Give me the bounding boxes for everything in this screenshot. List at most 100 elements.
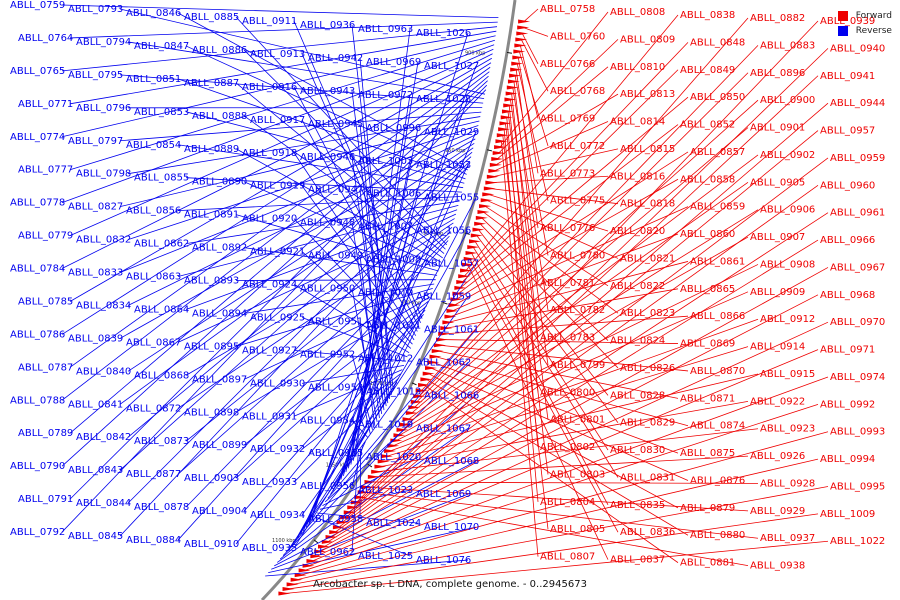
feature-label[interactable]: ABLL_0857	[690, 147, 745, 158]
feature-label[interactable]: ABLL_0939	[820, 16, 875, 27]
feature-label[interactable]: ABLL_0946	[300, 152, 355, 163]
feature-label[interactable]: ABLL_0865	[680, 284, 735, 295]
feature-label[interactable]: ABLL_0900	[760, 95, 815, 106]
feature-label[interactable]: ABLL_0834	[76, 300, 131, 311]
feature-label[interactable]: ABLL_1062	[416, 357, 471, 368]
feature-label[interactable]: ABLL_0851	[126, 74, 181, 85]
feature-label[interactable]: ABLL_0783	[540, 333, 595, 344]
feature-label[interactable]: ABLL_0931	[242, 411, 297, 422]
feature-label[interactable]: ABLL_1053	[416, 160, 471, 171]
feature-label[interactable]: ABLL_0906	[760, 205, 815, 216]
feature-label[interactable]: ABLL_0768	[550, 86, 605, 97]
feature-label[interactable]: ABLL_0950	[300, 284, 355, 295]
feature-label[interactable]: ABLL_1069	[416, 489, 471, 500]
feature-label[interactable]: ABLL_0822	[610, 281, 665, 292]
feature-label[interactable]: ABLL_0829	[620, 418, 675, 429]
feature-label[interactable]: ABLL_1061	[424, 324, 479, 335]
feature-label[interactable]: ABLL_0785	[18, 296, 73, 307]
feature-label[interactable]: ABLL_0863	[126, 272, 181, 283]
feature-label[interactable]: ABLL_0901	[750, 123, 805, 134]
feature-label[interactable]: ABLL_0844	[76, 498, 131, 509]
feature-label[interactable]: ABLL_0888	[192, 111, 247, 122]
feature-label[interactable]: ABLL_0930	[250, 378, 305, 389]
feature-label[interactable]: ABLL_0942	[308, 53, 363, 64]
feature-label[interactable]: ABLL_1009	[820, 509, 875, 520]
feature-label[interactable]: ABLL_0915	[760, 369, 815, 380]
feature-label[interactable]: ABLL_0920	[242, 214, 297, 225]
feature-label[interactable]: ABLL_0847	[134, 41, 189, 52]
feature-label[interactable]: ABLL_0885	[184, 12, 239, 23]
feature-label[interactable]: ABLL_0860	[680, 229, 735, 240]
feature-label[interactable]: ABLL_0929	[750, 506, 805, 517]
feature-label[interactable]: ABLL_0880	[690, 530, 745, 541]
feature-label[interactable]: ABLL_1022	[830, 536, 885, 547]
feature-label[interactable]: ABLL_0926	[750, 451, 805, 462]
feature-label[interactable]: ABLL_0843	[68, 465, 123, 476]
feature-label[interactable]: ABLL_0876	[690, 475, 745, 486]
feature-label[interactable]: ABLL_0974	[830, 372, 885, 383]
feature-label[interactable]: ABLL_0967	[830, 262, 885, 273]
feature-label[interactable]: ABLL_0861	[690, 256, 745, 267]
feature-label[interactable]: ABLL_0760	[550, 31, 605, 42]
feature-label[interactable]: ABLL_0777	[18, 165, 73, 176]
feature-label[interactable]: ABLL_0952	[300, 349, 355, 360]
feature-label[interactable]: ABLL_0914	[750, 342, 805, 353]
feature-label[interactable]: ABLL_0791	[18, 494, 73, 505]
feature-label[interactable]: ABLL_0934	[250, 510, 305, 521]
feature-label[interactable]: ABLL_0816	[610, 171, 665, 182]
feature-label[interactable]: ABLL_0911	[242, 16, 297, 27]
feature-label[interactable]: ABLL_0833	[68, 268, 123, 279]
feature-label[interactable]: ABLL_1023	[358, 485, 413, 496]
feature-label[interactable]: ABLL_0925	[250, 312, 305, 323]
feature-label[interactable]: ABLL_1020	[366, 452, 421, 463]
feature-label[interactable]: ABLL_0904	[192, 506, 247, 517]
feature-label[interactable]: ABLL_1008	[366, 255, 421, 266]
feature-label[interactable]: ABLL_1019	[358, 419, 413, 430]
feature-label[interactable]: ABLL_0782	[550, 305, 605, 316]
feature-label[interactable]: ABLL_0824	[610, 336, 665, 347]
feature-label[interactable]: ABLL_0842	[76, 432, 131, 443]
feature-label[interactable]: ABLL_0854	[126, 140, 181, 151]
feature-label[interactable]: ABLL_0912	[760, 314, 815, 325]
feature-label[interactable]: ABLL_0859	[690, 202, 745, 213]
feature-label[interactable]: ABLL_0922	[750, 396, 805, 407]
feature-label[interactable]: ABLL_1013	[366, 386, 421, 397]
feature-label[interactable]: ABLL_0873	[134, 436, 189, 447]
feature-label[interactable]: ABLL_1010	[358, 288, 413, 299]
feature-label[interactable]: ABLL_0820	[610, 226, 665, 237]
feature-label[interactable]: ABLL_0957	[820, 126, 875, 137]
feature-label[interactable]: ABLL_0852	[680, 120, 735, 131]
feature-label[interactable]: ABLL_0809	[620, 34, 675, 45]
feature-label[interactable]: ABLL_0875	[680, 448, 735, 459]
feature-label[interactable]: ABLL_0826	[620, 363, 675, 374]
feature-label[interactable]: ABLL_0897	[192, 374, 247, 385]
feature-label[interactable]: ABLL_0968	[820, 290, 875, 301]
feature-label[interactable]: ABLL_1024	[366, 518, 421, 529]
feature-label[interactable]: ABLL_1067	[416, 423, 471, 434]
feature-label[interactable]: ABLL_0894	[192, 308, 247, 319]
feature-label[interactable]: ABLL_0963	[358, 24, 413, 35]
feature-label[interactable]: ABLL_0877	[126, 469, 181, 480]
feature-label[interactable]: ABLL_0801	[550, 415, 605, 426]
feature-label[interactable]: ABLL_1011	[366, 320, 421, 331]
feature-label[interactable]: ABLL_0932	[250, 444, 305, 455]
feature-label[interactable]: ABLL_0907	[750, 232, 805, 243]
feature-label[interactable]: ABLL_0780	[550, 250, 605, 261]
feature-label[interactable]: ABLL_0853	[134, 107, 189, 118]
feature-label[interactable]: ABLL_0893	[184, 276, 239, 287]
feature-label[interactable]: ABLL_0994	[820, 454, 875, 465]
feature-label[interactable]: ABLL_0927	[242, 345, 297, 356]
feature-label[interactable]: ABLL_0827	[68, 202, 123, 213]
feature-label[interactable]: ABLL_0902	[760, 150, 815, 161]
feature-label[interactable]: ABLL_0971	[820, 345, 875, 356]
feature-label[interactable]: ABLL_0765	[10, 66, 65, 77]
feature-label[interactable]: ABLL_0864	[134, 304, 189, 315]
feature-label[interactable]: ABLL_0995	[830, 481, 885, 492]
feature-label[interactable]: ABLL_0794	[76, 37, 131, 48]
feature-label[interactable]: ABLL_0804	[540, 497, 595, 508]
feature-label[interactable]: ABLL_0923	[760, 424, 815, 435]
feature-label[interactable]: ABLL_0846	[126, 8, 181, 19]
feature-label[interactable]: ABLL_0898	[184, 407, 239, 418]
feature-label[interactable]: ABLL_0883	[760, 40, 815, 51]
feature-label[interactable]: ABLL_0792	[10, 527, 65, 538]
